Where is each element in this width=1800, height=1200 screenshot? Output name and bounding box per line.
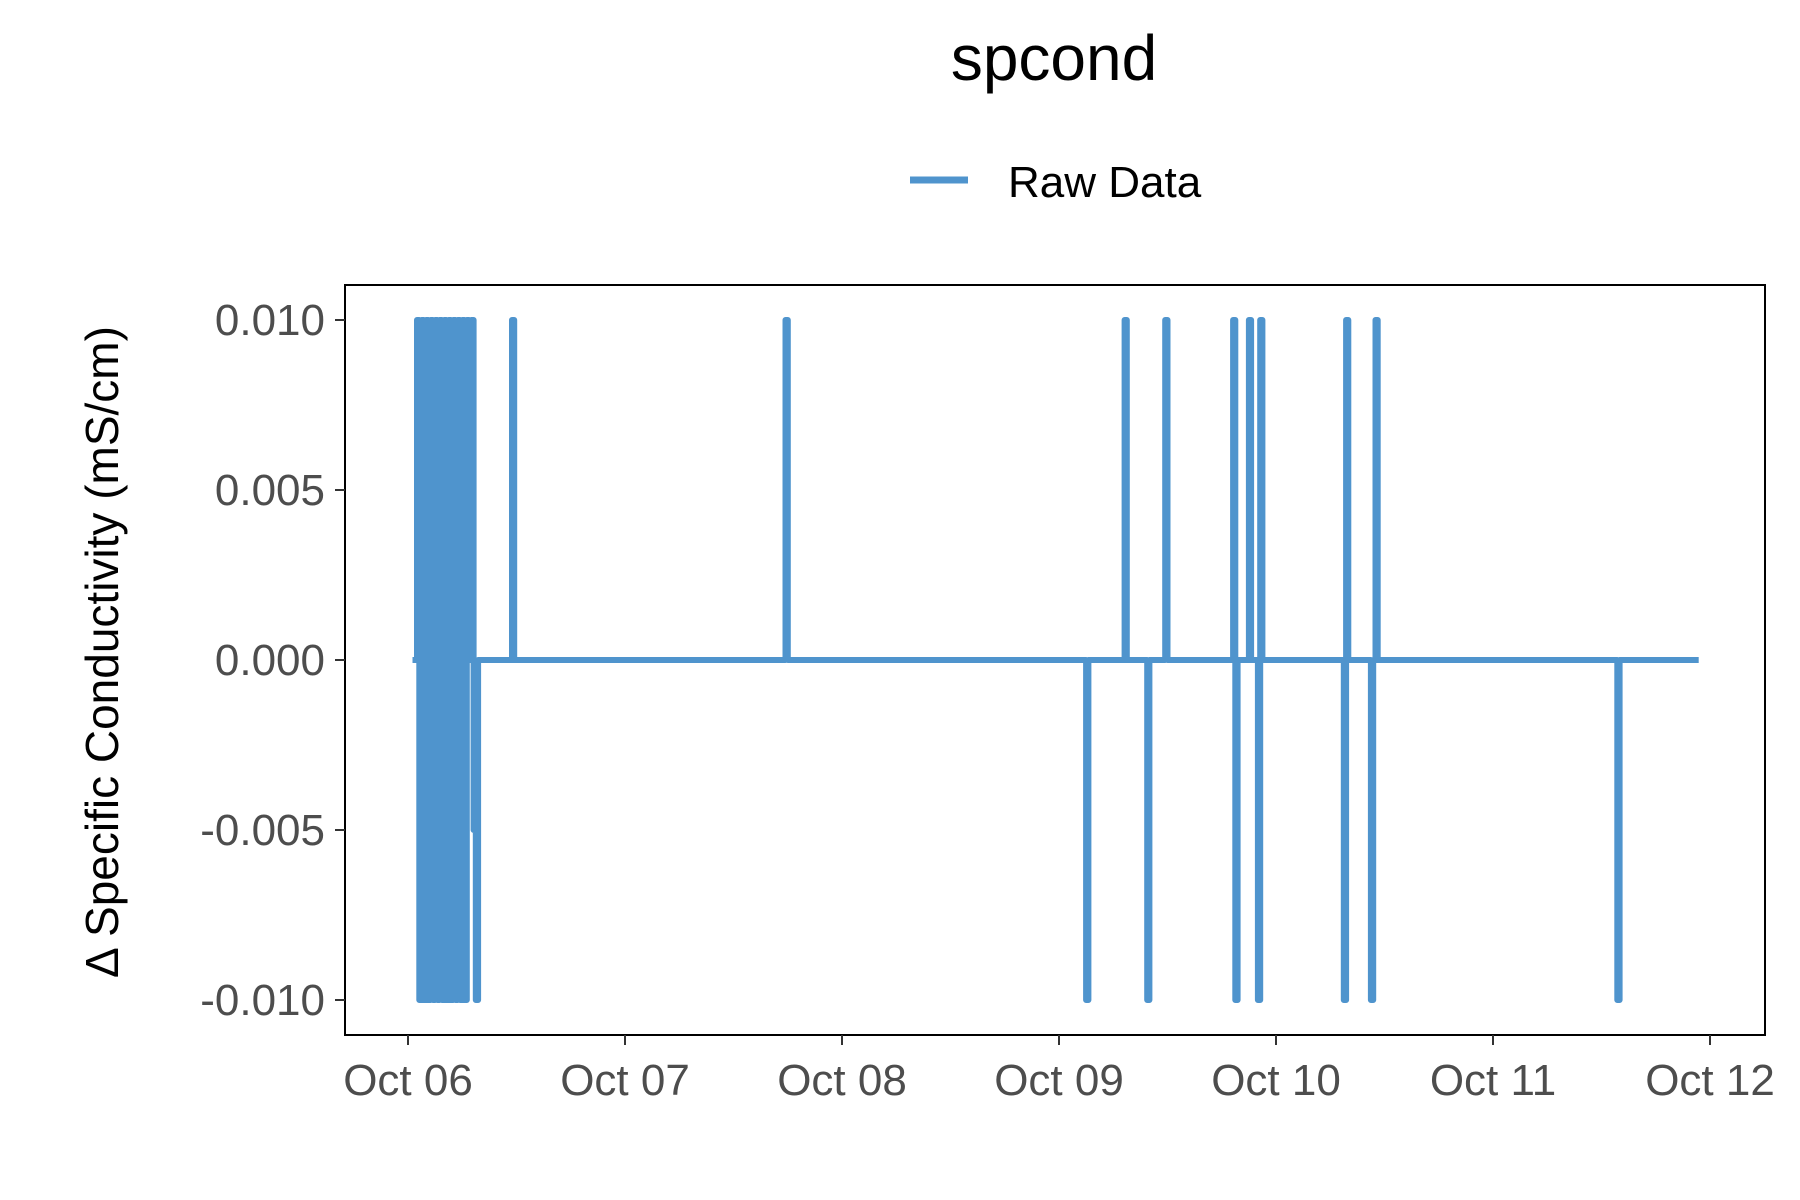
y-tick-label: 0.005 — [215, 466, 325, 515]
y-axis-title: Δ Specific Conductivity (mS/cm) — [76, 326, 128, 978]
y-tick-label: 0.010 — [215, 296, 325, 345]
legend: Raw Data — [910, 158, 1202, 207]
x-tick-label: Oct 09 — [994, 1056, 1124, 1105]
plot-area: -0.010 -0.005 0.000 0.005 0.010 Oct 06 Oct 07 O… — [200, 284, 1775, 1105]
x-tick-label: Oct 08 — [777, 1056, 907, 1105]
y-tick-label: 0.000 — [215, 636, 325, 685]
legend-label-raw-data: Raw Data — [1008, 158, 1202, 207]
x-tick-label: Oct 06 — [343, 1056, 473, 1105]
chart-title: spcond — [951, 22, 1157, 94]
y-tick-label: -0.005 — [200, 806, 325, 855]
x-tick-label: Oct 12 — [1645, 1056, 1775, 1105]
x-tick-label: Oct 07 — [560, 1056, 690, 1105]
series-line-raw-data — [412, 317, 1699, 1003]
y-tick-label: -0.010 — [200, 976, 325, 1025]
x-tick-label: Oct 10 — [1211, 1056, 1341, 1105]
x-tick-label: Oct 11 — [1430, 1056, 1556, 1105]
